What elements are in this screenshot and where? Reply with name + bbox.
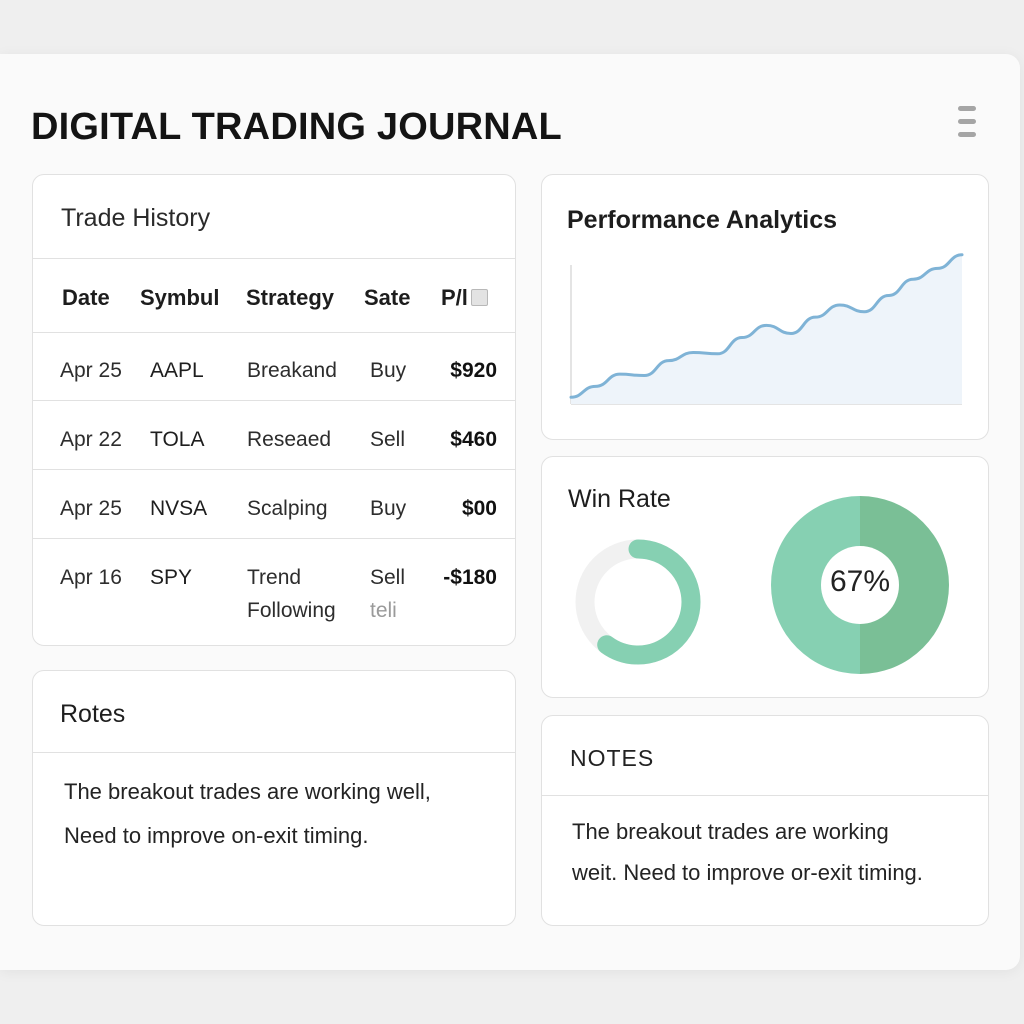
performance-analytics-title: Performance Analytics [567, 206, 838, 234]
win-rate-percent: 67% [829, 565, 891, 598]
cell-strategy: Trend Following [247, 566, 336, 622]
notes-right-header: NOTES [542, 716, 988, 796]
table-header-row: Date Symbul Strategy Sate P/l [33, 259, 515, 333]
column-settings-icon[interactable] [470, 289, 488, 306]
column-header-side[interactable]: Sate [364, 285, 411, 310]
cell-side: Buy [370, 359, 407, 382]
cell-symbol: TOLA [150, 428, 205, 451]
cell-strategy: Reseaed [247, 428, 332, 451]
notes-left-title: Rotes [60, 700, 126, 728]
win-rate-charts [575, 496, 949, 674]
performance-chart [569, 253, 964, 405]
column-header-strategy[interactable]: Strategy [246, 285, 335, 310]
hamburger-icon-bar-middle [958, 119, 976, 124]
chart-series-line [569, 253, 964, 399]
menu-button[interactable] [952, 104, 982, 144]
donut-segment-light [771, 496, 860, 674]
donut-center [821, 546, 899, 624]
notes-right-text[interactable]: The breakout trades are working weit. Ne… [572, 819, 923, 885]
cell-side: Buy [370, 497, 407, 520]
cell-date: Apr 16 [60, 566, 122, 589]
trade-history-header: Trade History [33, 175, 515, 259]
trading-journal-window: DIGITAL TRADING JOURNAL Trade History Da… [0, 54, 1020, 970]
cell-symbol: SPY [150, 566, 193, 589]
table-row[interactable]: Apr 25 NVSA Scalping Buy $00 [33, 470, 515, 539]
cell-pl: $460 [450, 428, 497, 451]
cell-symbol: NVSA [150, 497, 208, 520]
win-rate-card: Win Rate 67% [541, 456, 989, 698]
notes-left-header: Rotes [33, 671, 515, 753]
hamburger-icon-bar-top [958, 106, 976, 111]
cell-strategy: Breakand [247, 359, 337, 382]
hamburger-icon-bar-bottom [958, 132, 976, 137]
cell-pl: -$180 [443, 566, 497, 589]
cell-date: Apr 25 [60, 359, 122, 382]
cell-side: Sell teli [370, 566, 406, 622]
table-row[interactable]: Apr 16 SPY Trend Following Sell teli -$180 [33, 539, 515, 643]
cell-strategy: Scalping [247, 497, 328, 520]
cell-date: Apr 22 [60, 428, 122, 451]
donut-segment-dark [860, 496, 949, 674]
performance-analytics-card: Performance Analytics [541, 174, 989, 440]
table-row[interactable]: Apr 22 TOLA Reseaed Sell $460 [33, 401, 515, 470]
notes-card-left: Rotes The breakout trades are working we… [32, 670, 516, 926]
cell-pl: $00 [461, 497, 497, 520]
cell-date: Apr 25 [60, 497, 122, 520]
chart-area-fill [571, 254, 962, 404]
cell-symbol: AAPL [150, 359, 204, 382]
column-header-pl[interactable]: P/l [441, 285, 488, 311]
table-row[interactable]: Apr 25 AAPL Breakand Buy $920 [33, 332, 515, 401]
cell-side: Sell [370, 428, 406, 451]
win-rate-title: Win Rate [568, 485, 671, 513]
column-header-date[interactable]: Date [62, 285, 110, 310]
trade-history-card: Trade History Date Symbul Strategy Sate … [32, 174, 516, 646]
column-header-symbol[interactable]: Symbul [140, 285, 220, 310]
notes-right-title: NOTES [570, 745, 655, 771]
notes-left-text[interactable]: The breakout trades are working well, Ne… [64, 779, 431, 848]
notes-card-right: NOTES The breakout trades are working we… [541, 715, 989, 926]
cell-pl: $920 [450, 359, 497, 382]
page-title: DIGITAL TRADING JOURNAL [31, 106, 562, 148]
small-ring-progress [575, 539, 701, 665]
trade-history-title: Trade History [61, 204, 211, 232]
